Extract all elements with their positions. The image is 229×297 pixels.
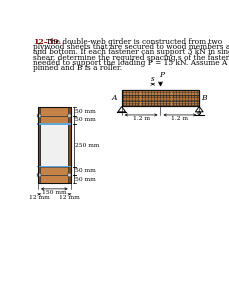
Text: and bottom. If each fastener can support 3 kN in single: and bottom. If each fastener can support…: [33, 48, 229, 56]
Circle shape: [38, 174, 40, 176]
Bar: [121, 101, 198, 107]
Text: 50 mm: 50 mm: [75, 168, 95, 173]
Text: 12 mm: 12 mm: [29, 195, 49, 200]
Circle shape: [67, 173, 71, 177]
Bar: [40, 116, 68, 124]
Text: plywood sheets that are secured to wood members at its top: plywood sheets that are secured to wood …: [33, 43, 229, 51]
Circle shape: [37, 114, 41, 117]
Bar: [121, 95, 198, 101]
Bar: [38, 124, 70, 167]
Text: 12–39.: 12–39.: [33, 38, 61, 46]
Text: P: P: [158, 71, 163, 79]
Text: s: s: [150, 75, 154, 83]
Bar: [40, 107, 68, 116]
Bar: [40, 175, 68, 184]
Bar: [38, 107, 70, 184]
Bar: [37, 123, 71, 125]
Bar: [121, 89, 198, 95]
Text: pinned and B is a roller.: pinned and B is a roller.: [33, 64, 121, 72]
Text: 50 mm: 50 mm: [75, 109, 95, 114]
Circle shape: [68, 115, 70, 116]
Circle shape: [67, 114, 71, 117]
Bar: [68, 107, 70, 184]
Circle shape: [68, 174, 70, 176]
Text: The double-web girder is constructed from two: The double-web girder is constructed fro…: [46, 38, 221, 46]
Text: 50 mm: 50 mm: [75, 117, 95, 122]
Bar: [121, 89, 198, 107]
Bar: [38, 107, 40, 184]
Text: 1.2 m: 1.2 m: [171, 116, 188, 121]
Text: 250 mm: 250 mm: [75, 143, 99, 148]
Text: 12 mm: 12 mm: [59, 195, 79, 200]
Text: B: B: [201, 94, 206, 102]
Circle shape: [37, 173, 41, 177]
Text: 1.2 m: 1.2 m: [132, 116, 149, 121]
Text: needed to support the loading P = 15 kN. Assume A is: needed to support the loading P = 15 kN.…: [33, 59, 229, 67]
Text: 50 mm: 50 mm: [75, 177, 95, 182]
Text: A: A: [111, 94, 117, 102]
Circle shape: [38, 115, 40, 116]
Bar: [40, 167, 68, 175]
Text: shear, determine the required spacing s of the fasteners: shear, determine the required spacing s …: [33, 54, 229, 62]
Text: 150 mm: 150 mm: [42, 190, 66, 195]
Bar: [37, 166, 71, 168]
